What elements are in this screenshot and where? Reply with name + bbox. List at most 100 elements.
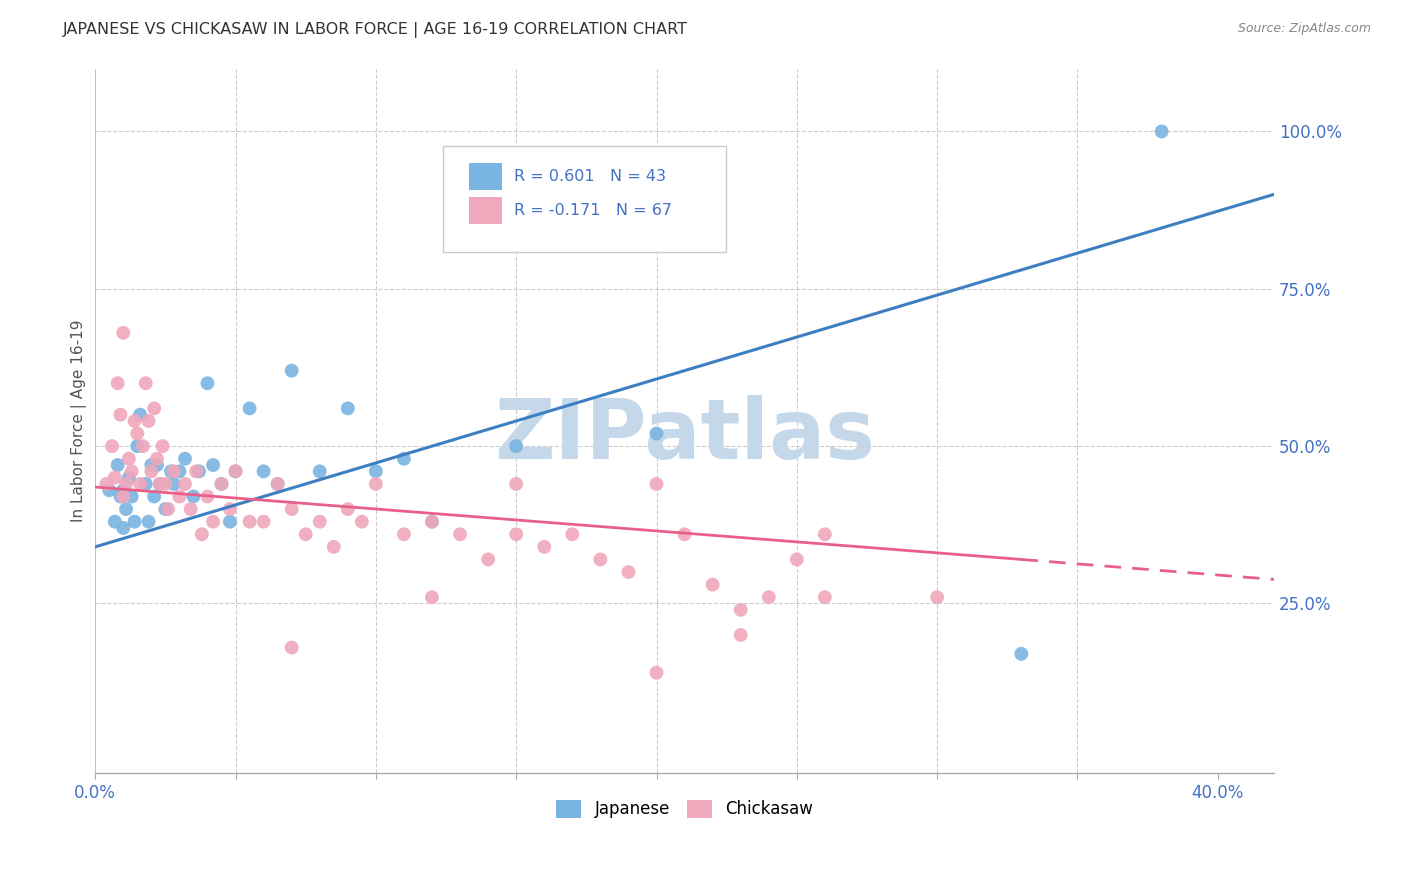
Point	[115, 502, 138, 516]
Point	[758, 591, 780, 605]
Point	[138, 414, 160, 428]
Point	[135, 376, 157, 391]
Point	[188, 464, 211, 478]
Point	[174, 477, 197, 491]
Point	[127, 426, 149, 441]
Point	[814, 527, 837, 541]
Point	[138, 515, 160, 529]
Point	[420, 515, 443, 529]
Point	[336, 401, 359, 416]
Point	[266, 477, 288, 491]
Point	[183, 490, 205, 504]
Point	[202, 458, 225, 472]
Point	[152, 439, 174, 453]
Point	[112, 326, 135, 340]
Point	[730, 603, 752, 617]
Point	[107, 458, 129, 472]
Point	[129, 477, 152, 491]
Point	[252, 464, 274, 478]
Point	[814, 591, 837, 605]
Point	[1150, 124, 1173, 138]
Point	[135, 477, 157, 491]
Point	[702, 577, 724, 591]
Point	[239, 401, 262, 416]
Point	[219, 502, 242, 516]
Point	[645, 426, 668, 441]
Bar	[468, 163, 502, 190]
Point	[225, 464, 247, 478]
Point	[561, 527, 583, 541]
Point	[280, 640, 302, 655]
Point	[180, 502, 202, 516]
Point	[157, 502, 180, 516]
Point	[786, 552, 808, 566]
Point	[225, 464, 247, 478]
Point	[350, 515, 373, 529]
Point	[143, 490, 166, 504]
Point	[191, 527, 214, 541]
Point	[294, 527, 316, 541]
Point	[505, 477, 527, 491]
Point	[132, 439, 155, 453]
Point	[364, 477, 387, 491]
Point	[169, 490, 191, 504]
Point	[141, 464, 163, 478]
Point	[149, 477, 172, 491]
Text: R = -0.171   N = 67: R = -0.171 N = 67	[513, 202, 672, 218]
FancyBboxPatch shape	[443, 146, 725, 252]
Point	[129, 408, 152, 422]
Point	[160, 464, 183, 478]
Point	[174, 451, 197, 466]
Point	[124, 515, 146, 529]
Point	[477, 552, 499, 566]
Legend: Japanese, Chickasaw: Japanese, Chickasaw	[550, 793, 820, 825]
Point	[533, 540, 555, 554]
Point	[927, 591, 949, 605]
Point	[239, 515, 262, 529]
Point	[143, 401, 166, 416]
Text: ZIPatlas: ZIPatlas	[494, 394, 875, 475]
Point	[110, 408, 132, 422]
Point	[673, 527, 696, 541]
Point	[127, 439, 149, 453]
Point	[252, 515, 274, 529]
Point	[96, 477, 118, 491]
Point	[280, 363, 302, 377]
Point	[202, 515, 225, 529]
Point	[589, 552, 612, 566]
Y-axis label: In Labor Force | Age 16-19: In Labor Force | Age 16-19	[72, 319, 87, 522]
Point	[115, 477, 138, 491]
Point	[197, 376, 219, 391]
Point	[146, 451, 169, 466]
Point	[124, 414, 146, 428]
Point	[449, 527, 471, 541]
Point	[141, 458, 163, 472]
Point	[420, 515, 443, 529]
Point	[101, 439, 124, 453]
Point	[155, 477, 177, 491]
Point	[364, 464, 387, 478]
Point	[392, 451, 415, 466]
Point	[104, 470, 127, 484]
Point	[98, 483, 121, 498]
Text: Source: ZipAtlas.com: Source: ZipAtlas.com	[1237, 22, 1371, 36]
Point	[280, 502, 302, 516]
Point	[392, 527, 415, 541]
Point	[146, 458, 169, 472]
Point	[266, 477, 288, 491]
Point	[112, 483, 135, 498]
Point	[617, 565, 640, 579]
Point	[104, 515, 127, 529]
Point	[110, 490, 132, 504]
Point	[322, 540, 344, 554]
Point	[118, 451, 141, 466]
Point	[308, 464, 330, 478]
Point	[420, 591, 443, 605]
Point	[505, 439, 527, 453]
Point	[1010, 647, 1032, 661]
Point	[186, 464, 208, 478]
Point	[163, 464, 186, 478]
Point	[112, 521, 135, 535]
Point	[197, 490, 219, 504]
Point	[118, 470, 141, 484]
